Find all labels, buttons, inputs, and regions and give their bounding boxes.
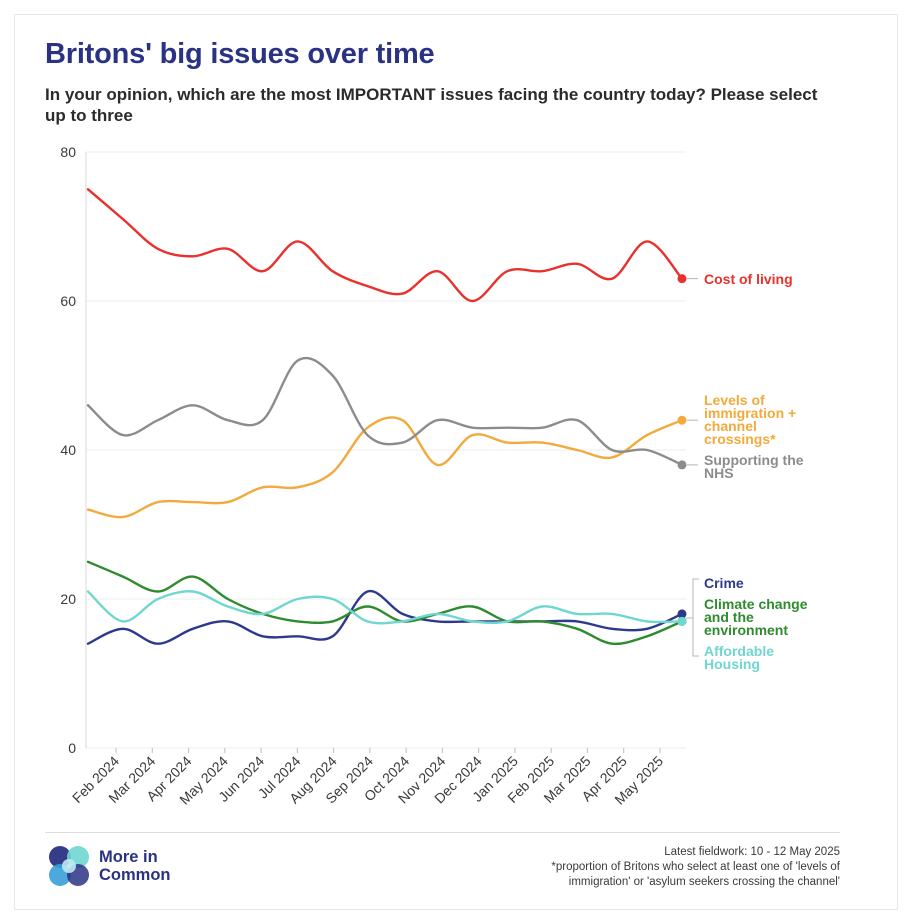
label-bracket bbox=[692, 578, 699, 657]
series-line-crime bbox=[86, 589, 684, 645]
series-label-crime: Crime bbox=[704, 575, 744, 591]
y-axis: 0 20 40 60 80 bbox=[60, 144, 76, 756]
series-endpoint-nhs bbox=[677, 460, 687, 470]
footnote-line-1: *proportion of Britons who select at lea… bbox=[551, 861, 840, 873]
y-tick-label: 20 bbox=[60, 591, 76, 607]
series-line-immigration bbox=[86, 416, 684, 519]
series-label-immigration: Levels of immigration + channel crossings* bbox=[704, 392, 796, 447]
brand-line-1: More in bbox=[99, 848, 158, 866]
series-label-nhs: Supporting the NHS bbox=[704, 452, 804, 481]
brand-name: More in Common bbox=[99, 848, 199, 884]
brand-line-2: Common bbox=[99, 866, 171, 884]
series-labels: Cost of living Levels of immigration + chan… bbox=[686, 271, 808, 672]
fieldwork-note: Latest fieldwork: 10 - 12 May 2025 bbox=[664, 846, 840, 858]
chart-subtitle: In your opinion, which are the most IMPO… bbox=[45, 85, 818, 125]
series-line-climate bbox=[86, 560, 684, 646]
more-in-common-logo bbox=[49, 846, 89, 886]
gridlines bbox=[85, 151, 686, 749]
footnote-line-2: immigration' or 'asylum seekers crossing… bbox=[568, 876, 840, 888]
series-line-nhs bbox=[86, 356, 684, 467]
footnotes: Latest fieldwork: 10 - 12 May 2025 *prop… bbox=[480, 845, 840, 890]
y-tick-label: 60 bbox=[60, 293, 76, 309]
series-line-housing bbox=[86, 590, 684, 625]
series-label-cost_of_living: Cost of living bbox=[704, 271, 793, 287]
series-endpoint-immigration bbox=[677, 415, 687, 425]
series-label-climate: Climate change and the environment bbox=[704, 596, 808, 638]
series-line-cost_of_living bbox=[86, 188, 684, 303]
y-tick-label: 0 bbox=[68, 740, 76, 756]
series-endpoint-crime bbox=[677, 609, 687, 619]
y-tick-label: 40 bbox=[60, 442, 76, 458]
series-endpoint-housing bbox=[677, 616, 687, 626]
series-endpoint-cost_of_living bbox=[677, 274, 687, 284]
series-lines bbox=[86, 188, 687, 646]
chart-card bbox=[14, 14, 898, 910]
y-tick-label: 80 bbox=[60, 144, 76, 160]
chart-title: Britons' big issues over time bbox=[45, 38, 435, 70]
footer-divider bbox=[45, 832, 840, 833]
series-label-housing: Affordable Housing bbox=[704, 643, 774, 672]
